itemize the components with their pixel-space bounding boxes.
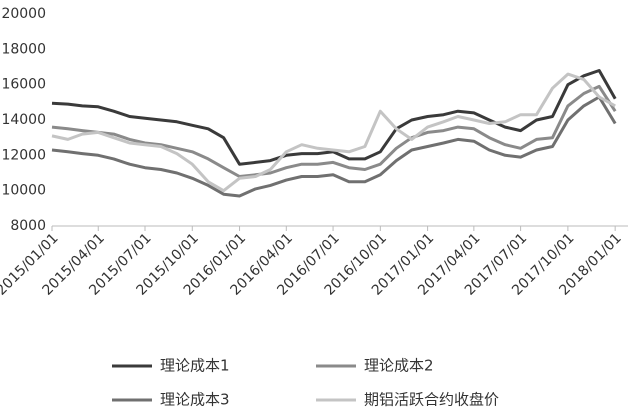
- series-line: [51, 72, 616, 193]
- legend-label: 期铝活跃合约收盘价: [364, 391, 499, 409]
- series-line: [51, 95, 617, 198]
- y-tick-label: 20000: [1, 6, 46, 22]
- legend-label: 理论成本3: [160, 391, 230, 409]
- y-tick-label: 18000: [1, 41, 46, 57]
- y-tick-label: 8000: [10, 218, 46, 234]
- legend-label: 理论成本1: [160, 357, 230, 375]
- legend-label: 理论成本2: [364, 357, 434, 375]
- y-tick-label: 14000: [1, 112, 46, 128]
- y-tick-label: 10000: [1, 183, 46, 199]
- series-line: [51, 84, 617, 178]
- y-tick-label: 16000: [1, 77, 46, 93]
- series-line: [51, 69, 617, 166]
- y-tick-label: 12000: [1, 147, 46, 163]
